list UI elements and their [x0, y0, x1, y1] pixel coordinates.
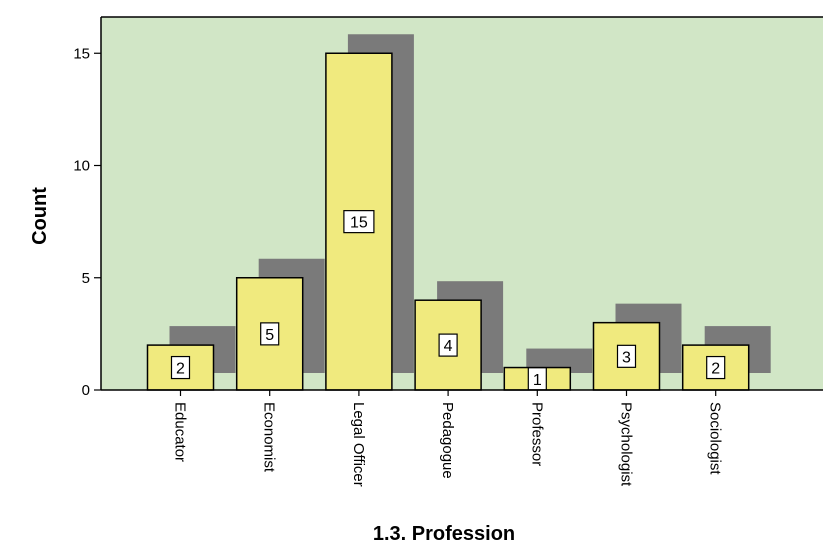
data-labels: 2 5 15 4 1 3 2	[170, 210, 726, 391]
data-label: 2	[711, 361, 720, 378]
data-label-box	[616, 344, 637, 368]
data-label-box	[706, 355, 726, 380]
x-axis-ticks: Educator Economist Legal Officer Pedagogue P…	[172, 390, 724, 487]
y-axis-title: Count	[29, 187, 51, 245]
y-tick-label: 15	[73, 45, 90, 62]
data-label-box	[438, 333, 458, 357]
x-tick-label: Sociologist	[707, 402, 724, 475]
x-tick-label: Legal Officer	[350, 402, 367, 487]
bar-pedagogue	[414, 299, 482, 391]
x-tick-label: Pedagogue	[439, 402, 456, 479]
bars	[146, 52, 750, 391]
y-tick-label: 0	[82, 382, 90, 399]
x-axis-title: 1.3. Profession	[373, 523, 515, 545]
y-axis-ticks: 0 5 10 15	[73, 45, 101, 399]
x-tick-label: Psychologist	[618, 402, 635, 487]
data-label-box	[260, 322, 280, 346]
x-tick-label: Economist	[261, 402, 278, 473]
y-tick-label: 10	[73, 158, 90, 175]
data-label-box	[170, 355, 191, 380]
data-label: 15	[350, 215, 368, 232]
x-tick-label: Educator	[172, 402, 189, 462]
bar-legal-officer	[325, 52, 393, 391]
data-label: 5	[265, 327, 274, 344]
data-label-box	[343, 210, 375, 234]
data-label: 1	[533, 372, 542, 389]
y-tick-label: 5	[82, 270, 90, 287]
data-label: 4	[444, 338, 453, 355]
data-label: 2	[176, 361, 185, 378]
x-tick-label: Professor	[528, 402, 545, 466]
data-label: 3	[622, 349, 631, 366]
